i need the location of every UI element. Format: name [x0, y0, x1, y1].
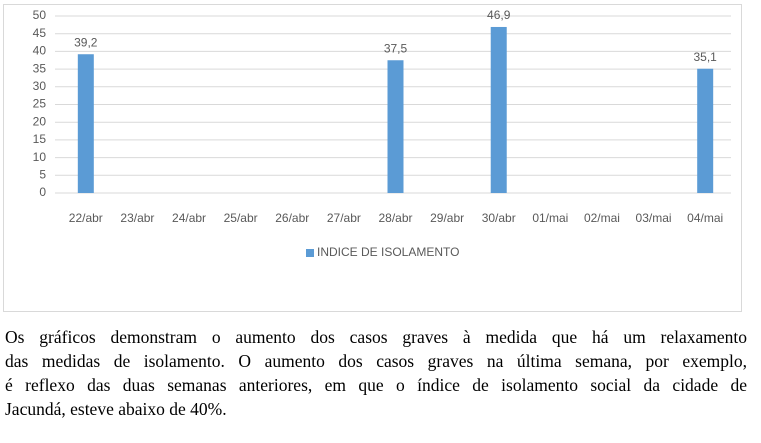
data-label: 39,2 — [74, 35, 98, 49]
x-tick-label: 29/abr — [430, 211, 464, 225]
legend-label: INDICE DE ISOLAMENTO — [317, 245, 459, 259]
y-tick-label: 50 — [33, 8, 47, 22]
y-tick-label: 45 — [33, 26, 47, 40]
x-tick-label: 26/abr — [275, 211, 309, 225]
data-label: 37,5 — [384, 41, 408, 55]
bar — [387, 60, 404, 193]
y-tick-label: 25 — [33, 97, 47, 111]
paragraph-line: Os gráficos demonstram o aumento dos cas… — [5, 327, 747, 347]
x-tick-label: 23/abr — [120, 211, 154, 225]
x-tick-label: 02/mai — [584, 211, 620, 225]
x-tick-label: 24/abr — [172, 211, 206, 225]
y-tick-label: 15 — [33, 132, 47, 146]
x-tick-label: 01/mai — [532, 211, 568, 225]
legend-swatch — [306, 249, 314, 257]
x-tick-label: 03/mai — [636, 211, 672, 225]
paragraph-line: Jacundá, esteve abaixo de 40%. — [5, 399, 227, 419]
y-tick-label: 30 — [33, 79, 47, 93]
y-tick-label: 10 — [33, 150, 47, 164]
x-tick-label: 27/abr — [327, 211, 361, 225]
bar — [490, 26, 507, 194]
x-tick-label: 28/abr — [378, 211, 412, 225]
data-label: 46,9 — [487, 8, 511, 22]
y-tick-label: 20 — [33, 114, 47, 128]
chart: 0 5 10 15 20 25 30 35 40 45 50 22/abr 23/abr 24/abr 25… — [33, 8, 731, 259]
y-tick-label: 35 — [33, 61, 47, 75]
y-tick-label: 5 — [39, 167, 46, 181]
chart-frame — [3, 4, 742, 312]
paragraph-line: é reflexo das duas semanas anteriores, e… — [5, 375, 747, 395]
x-tick-label: 30/abr — [482, 211, 516, 225]
bar — [77, 54, 94, 194]
x-tick-label: 04/mai — [687, 211, 723, 225]
bar — [697, 68, 714, 193]
x-tick-label: 25/abr — [224, 211, 258, 225]
paragraph-line: das medidas de isolamento. O aumento dos… — [5, 351, 747, 371]
x-tick-label: 22/abr — [69, 211, 103, 225]
data-label: 35,1 — [694, 50, 718, 64]
y-tick-label: 0 — [39, 185, 46, 199]
y-tick-label: 40 — [33, 44, 47, 58]
